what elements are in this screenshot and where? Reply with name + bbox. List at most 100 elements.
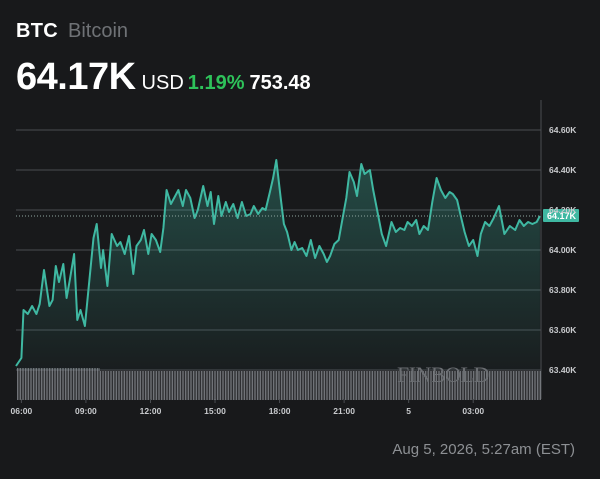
volume-bar bbox=[53, 368, 55, 400]
volume-bar bbox=[356, 371, 357, 400]
volume-bar bbox=[522, 371, 524, 400]
percent-change: 1.19% bbox=[187, 72, 245, 94]
volume-bar bbox=[258, 371, 260, 400]
volume-bar bbox=[29, 368, 31, 400]
volume-bar bbox=[41, 368, 42, 400]
volume-bar bbox=[228, 371, 229, 400]
volume-bar bbox=[327, 371, 329, 400]
volume-bar bbox=[490, 371, 492, 400]
volume-bar bbox=[335, 371, 337, 400]
volume-bar bbox=[455, 371, 457, 400]
volume-bar bbox=[121, 371, 122, 400]
volume-bar bbox=[324, 371, 325, 400]
volume-bar bbox=[103, 371, 105, 400]
volume-bar bbox=[205, 371, 207, 400]
volume-bar bbox=[36, 368, 37, 400]
volume-bar bbox=[329, 371, 330, 400]
volume-bar bbox=[138, 371, 140, 400]
volume-bar bbox=[402, 371, 404, 400]
volume-bar bbox=[388, 371, 389, 400]
volume-bar bbox=[362, 371, 364, 400]
volume-bar bbox=[45, 368, 47, 400]
volume-bar bbox=[154, 371, 156, 400]
finbold-watermark: FINBOLD bbox=[397, 362, 489, 387]
y-tick-label: 64.40K bbox=[549, 165, 577, 175]
volume-bar bbox=[65, 368, 66, 400]
volume-bar bbox=[537, 371, 538, 400]
volume-bar bbox=[473, 371, 474, 400]
volume-bar bbox=[394, 371, 396, 400]
volume-bar bbox=[517, 371, 519, 400]
volume-bar bbox=[79, 368, 81, 400]
volume-bar bbox=[178, 371, 180, 400]
volume-bar bbox=[476, 371, 477, 400]
last-price-label: 64.17K bbox=[543, 209, 579, 222]
volume-bar bbox=[420, 371, 421, 400]
volume-bar bbox=[93, 368, 95, 400]
volume-bar bbox=[172, 371, 173, 400]
volume-bar bbox=[52, 368, 53, 400]
volume-bar bbox=[521, 371, 522, 400]
volume-bar bbox=[153, 371, 154, 400]
volume-bar bbox=[505, 371, 506, 400]
volume-bar bbox=[386, 371, 388, 400]
volume-bar bbox=[397, 371, 399, 400]
volume-bar bbox=[445, 371, 447, 400]
volume-bar bbox=[538, 371, 540, 400]
volume-bar bbox=[322, 371, 324, 400]
volume-bar bbox=[141, 371, 143, 400]
volume-bar bbox=[437, 371, 439, 400]
asset-name: Bitcoin bbox=[68, 20, 129, 42]
volume-bar bbox=[484, 371, 485, 400]
volume-bar bbox=[426, 371, 428, 400]
volume-bar bbox=[271, 371, 273, 400]
volume-bar bbox=[340, 371, 341, 400]
volume-bar bbox=[181, 371, 183, 400]
volume-bar bbox=[530, 371, 532, 400]
volume-bar bbox=[415, 371, 417, 400]
volume-bar bbox=[226, 371, 228, 400]
volume-bar bbox=[431, 371, 433, 400]
volume-bar bbox=[34, 368, 36, 400]
volume-bar bbox=[114, 371, 116, 400]
volume-bar bbox=[319, 371, 321, 400]
volume-bar bbox=[532, 371, 533, 400]
volume-bar bbox=[247, 371, 249, 400]
volume-bar bbox=[506, 371, 508, 400]
volume-bar bbox=[436, 371, 437, 400]
volume-bar bbox=[482, 371, 484, 400]
y-tick-label: 63.60K bbox=[549, 325, 577, 335]
volume-bar bbox=[396, 371, 397, 400]
volume-bar bbox=[151, 371, 153, 400]
volume-bar bbox=[44, 368, 45, 400]
volume-bar bbox=[63, 368, 65, 400]
volume-bar bbox=[185, 371, 186, 400]
volume-bar bbox=[68, 368, 69, 400]
volume-bar bbox=[229, 371, 231, 400]
volume-bar bbox=[461, 371, 463, 400]
volume-bar bbox=[170, 371, 172, 400]
volume-bar bbox=[105, 371, 106, 400]
volume-bar bbox=[199, 371, 201, 400]
volume-bar bbox=[242, 371, 244, 400]
volume-bar bbox=[450, 371, 452, 400]
volume-bar bbox=[474, 371, 476, 400]
volume-bar bbox=[266, 371, 268, 400]
volume-bar bbox=[122, 371, 124, 400]
x-tick-label: 21:00 bbox=[333, 406, 355, 416]
volume-bar bbox=[223, 371, 225, 400]
volume-bar bbox=[418, 371, 420, 400]
volume-bar bbox=[338, 371, 340, 400]
volume-bar bbox=[117, 371, 119, 400]
volume-bar bbox=[82, 368, 84, 400]
volume-bar bbox=[540, 371, 541, 400]
volume-bar bbox=[393, 371, 394, 400]
y-tick-label: 64.20K bbox=[549, 205, 577, 215]
volume-bar bbox=[346, 371, 348, 400]
volume-bar bbox=[413, 371, 415, 400]
volume-bar bbox=[85, 368, 87, 400]
volume-bar bbox=[268, 371, 269, 400]
volume-bar bbox=[287, 371, 289, 400]
volume-bar bbox=[257, 371, 258, 400]
volume-bar bbox=[284, 371, 285, 400]
